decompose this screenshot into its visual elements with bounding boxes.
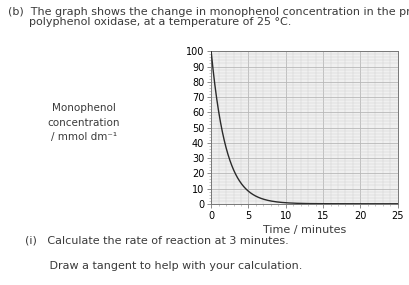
Text: Draw a tangent to help with your calculation.: Draw a tangent to help with your calcula… bbox=[25, 261, 301, 271]
Text: Monophenol: Monophenol bbox=[52, 103, 116, 113]
Text: (b)  The graph shows the change in monophenol concentration in the presence of: (b) The graph shows the change in monoph… bbox=[8, 7, 409, 17]
Text: concentration: concentration bbox=[48, 117, 120, 128]
X-axis label: Time / minutes: Time / minutes bbox=[262, 225, 345, 235]
Text: (i)   Calculate the rate of reaction at 3 minutes.: (i) Calculate the rate of reaction at 3 … bbox=[25, 235, 288, 245]
Text: / mmol dm⁻¹: / mmol dm⁻¹ bbox=[51, 132, 117, 142]
Text: polyphenol oxidase, at a temperature of 25 °C.: polyphenol oxidase, at a temperature of … bbox=[8, 17, 291, 27]
